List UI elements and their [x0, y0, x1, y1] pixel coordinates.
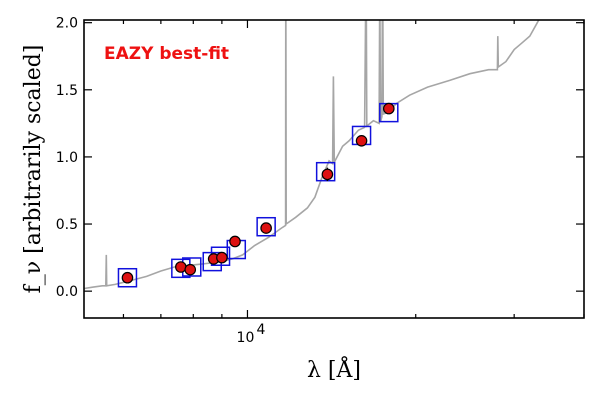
x-axis-label: λ [Å]	[307, 355, 361, 383]
observed-point	[355, 135, 368, 147]
y-tick-label: 1.0	[56, 150, 78, 166]
axis-ticks	[84, 20, 585, 318]
observed-point	[229, 235, 241, 248]
observed-point	[260, 222, 272, 234]
model-flux-box	[117, 267, 138, 288]
y-tick-label: 2.0	[56, 16, 78, 32]
observed-point	[121, 271, 134, 284]
observed-point	[175, 261, 187, 273]
observed-point	[321, 168, 334, 181]
observed-point	[383, 102, 395, 115]
y-tick-labels: 0.0 0.5 1.0 1.5 2.0	[56, 16, 78, 300]
model-boxes	[117, 102, 399, 288]
observed-point	[184, 263, 197, 276]
plot-frame	[83, 19, 585, 319]
observed-point	[216, 251, 228, 264]
plot-area	[84, 20, 540, 290]
model-flux-box	[315, 161, 336, 182]
x-tick-label: 10	[237, 330, 255, 346]
x-tick-label-exponent: 4	[256, 322, 265, 338]
model-flux-box	[256, 216, 276, 237]
x-tick-labels: 10 4	[237, 322, 266, 346]
y-tick-label: 0.5	[56, 217, 78, 233]
y-tick-label: 0.0	[56, 284, 78, 300]
y-tick-label: 1.5	[56, 83, 78, 99]
annotation-text: EAZY best-fit	[104, 44, 229, 64]
observed-points	[121, 102, 395, 284]
y-axis-label: f_ν [arbitrarily scaled]	[21, 45, 46, 294]
